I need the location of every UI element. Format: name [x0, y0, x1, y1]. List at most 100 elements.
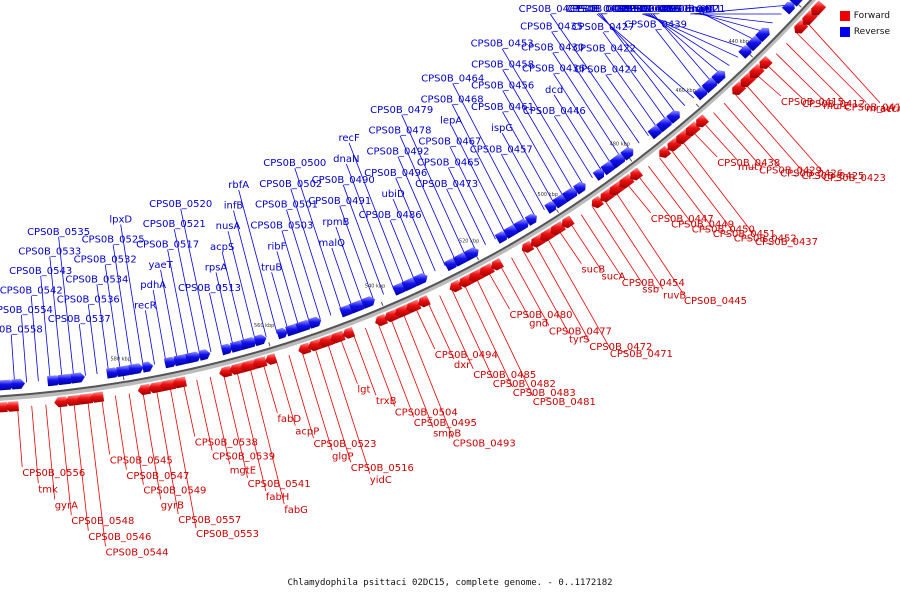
leader-line	[87, 304, 98, 375]
reverse-gene-label: CPS0B_0537	[48, 314, 111, 325]
reverse-gene-label: CPS0B_0453	[471, 39, 534, 50]
leader-line	[180, 208, 212, 353]
reverse-gene-label: CPS0B_0456	[471, 81, 534, 92]
reverse-gene-label: recR	[134, 300, 157, 311]
reverse-gene-label: rpmB	[322, 217, 349, 228]
leader-line	[395, 177, 436, 272]
leader-line	[475, 277, 534, 396]
leader-line	[352, 332, 377, 396]
forward-swatch	[839, 11, 850, 21]
reverse-gene-label: dnaA	[685, 4, 711, 15]
legend-forward: Forward	[839, 8, 890, 24]
leader-line	[182, 382, 196, 437]
leader-line	[301, 350, 333, 451]
reverse-gene-78	[600, 160, 616, 176]
forward-gene-label: gnd	[529, 319, 548, 330]
reverse-gene-73	[573, 181, 586, 195]
leader-line	[659, 157, 714, 229]
scale-tick-mark	[749, 54, 754, 58]
leader-line	[501, 48, 584, 185]
leader-line	[196, 379, 213, 451]
leader-line	[30, 295, 39, 382]
leader-line	[31, 405, 39, 484]
reverse-gene-label: CPS0B_0520	[149, 199, 212, 210]
forward-gene-60	[491, 257, 504, 271]
reverse-gene-54	[444, 258, 458, 272]
leader-line	[120, 224, 144, 367]
leader-line	[392, 198, 426, 277]
reverse-gene-104	[789, 0, 803, 7]
reverse-gene-5	[47, 375, 61, 387]
forward-gene-label: CPS0B_0539	[212, 452, 275, 463]
reverse-gene-label: CPS0B_0465	[417, 158, 480, 169]
reverse-gene-88	[666, 110, 680, 124]
leader-line	[348, 142, 405, 286]
leader-line	[614, 190, 685, 296]
reverse-gene-label: ribF	[267, 241, 286, 252]
reverse-gene-label: CPS0B_0502	[259, 179, 322, 190]
leader-line	[452, 83, 526, 223]
scale-tick-mark	[476, 256, 480, 261]
leader-line	[625, 182, 652, 214]
leader-line	[114, 395, 127, 470]
reverse-gene-label: CPS0B_0422	[573, 43, 636, 54]
leader-line	[59, 403, 72, 516]
reverse-gene-33	[276, 327, 288, 340]
reverse-gene-66	[524, 213, 537, 226]
reverse-gene-label: CPS0B_0533	[18, 247, 81, 258]
leader-line	[276, 251, 300, 327]
leader-line	[502, 90, 565, 198]
backbone	[0, 0, 813, 398]
reverse-gene-label: CPS0B_0419	[619, 4, 682, 15]
forward-gene-15	[137, 383, 152, 396]
forward-gene-41	[342, 326, 356, 339]
scale-tick-label: 580 kbp	[110, 356, 130, 362]
leader-line	[401, 114, 466, 256]
scale-tick-label: 540 kbp	[365, 283, 385, 289]
leader-line	[399, 135, 456, 261]
forward-gene-label: CPS0B_0549	[143, 486, 206, 497]
leader-line	[744, 83, 824, 173]
forward-gene-label: CPS0B_0438	[717, 158, 780, 169]
leader-line	[755, 73, 782, 97]
gene-labels: CPS0B_0558 CPS0B_0554 CPS0B_0542 CPS0B_0543…	[0, 4, 900, 558]
reverse-gene-82	[620, 147, 634, 161]
forward-gene-label: gyrB	[161, 500, 184, 511]
reverse-gene-99	[746, 35, 762, 52]
reverse-gene-62	[503, 224, 520, 239]
reverse-gene-label: ubiD	[382, 189, 405, 200]
reverse-gene-72	[562, 187, 578, 203]
leader-line	[281, 230, 310, 324]
leader-line	[600, 13, 677, 114]
leader-lines	[10, 4, 881, 547]
forward-gene-label: CPS0B_0425	[801, 171, 864, 182]
reverse-gene-102	[781, 1, 795, 15]
reverse-gene-label: CPS0B_0461	[471, 102, 534, 113]
reverse-gene-label: nqrE	[692, 4, 715, 15]
leader-line	[389, 220, 416, 281]
reverse-gene-label: CPS0B_0439	[624, 19, 687, 30]
reverse-gene-label: CPS0B_0436	[522, 64, 585, 75]
reverse-gene-21	[173, 354, 190, 367]
reverse-gene-12	[106, 367, 120, 379]
reverse-swatch	[839, 27, 850, 37]
reverse-gene-label: lepA	[440, 115, 462, 126]
reverse-gene-56	[452, 252, 470, 267]
forward-gene-45	[375, 313, 388, 327]
leader-line	[271, 272, 289, 331]
leader-line	[580, 214, 623, 278]
scale-tick-mark	[695, 103, 700, 108]
reverse-gene-69	[544, 201, 557, 214]
leader-line	[605, 74, 649, 137]
forward-gene-26	[229, 362, 246, 375]
forward-gene-label: ssb	[642, 285, 659, 296]
scale-tick-mark	[798, 4, 802, 8]
reverse-gene-71	[552, 193, 568, 209]
reverse-gene-13	[116, 365, 133, 377]
map-caption: Chlamydophila psittaci 02DC15, complete …	[287, 578, 613, 588]
leader-line	[650, 13, 721, 75]
reverse-gene-50	[401, 277, 419, 292]
forward-gene-20	[172, 376, 187, 389]
forward-gene-label: CPS0B_0450	[692, 224, 755, 235]
